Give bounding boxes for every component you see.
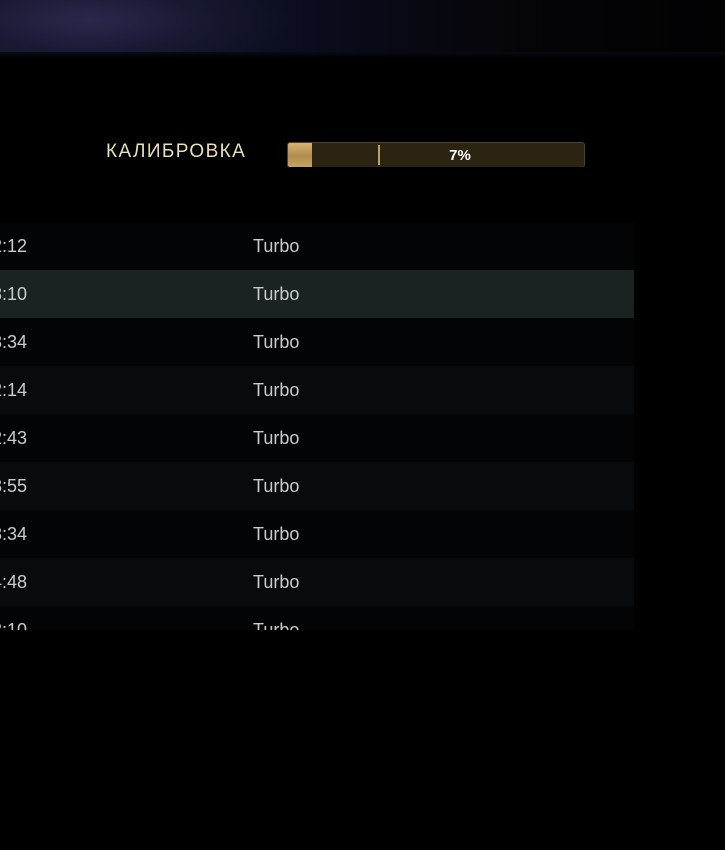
table-row[interactable]: 2:14 Turbo (0, 366, 634, 414)
table-row[interactable]: 3:34 Turbo (0, 510, 634, 558)
progress-value-text: 7% (449, 146, 471, 164)
table-row[interactable]: 3:10 Turbo (0, 270, 634, 318)
progress-fill (288, 143, 312, 167)
match-history-list[interactable]: 2:12Turbo3:10Turbo3:34Turbo2:14Turbo2:43… (0, 222, 634, 630)
cell-game-type: Turbo (253, 524, 300, 544)
cell-game-type: Turbo (253, 476, 300, 496)
cell-match-time: 2:14 (0, 380, 28, 400)
table-row[interactable]: 4:48 Turbo (0, 558, 634, 606)
calibration-panel: КАЛИБРОВКА Рейтинг Уверенность в ранге 7… (0, 57, 725, 198)
match-history-header: РЕМЯ ТИП ИГРЫ (0, 167, 725, 369)
calibration-title: КАЛИБРОВКА (106, 141, 247, 162)
cell-match-time: 3:34 (0, 524, 28, 544)
calibration-progress-bar: 7% (287, 142, 585, 168)
cell-game-type: Turbo (253, 380, 300, 400)
table-row[interactable]: 3:55 Turbo (0, 462, 634, 510)
table-row[interactable]: 2:12 Turbo (0, 222, 634, 270)
top-strip-glow (0, 0, 420, 57)
cell-match-time: 3:34 (0, 332, 28, 352)
cell-game-type: Turbo (253, 620, 300, 630)
window-top-strip (0, 0, 725, 58)
cell-match-time: 3:10 (0, 620, 28, 630)
top-strip-edge (0, 52, 725, 58)
cell-match-time: 3:10 (0, 284, 28, 304)
cell-game-type: Turbo (253, 428, 300, 448)
right-empty-pane (646, 222, 725, 630)
table-row[interactable]: 2:43 Turbo (0, 414, 634, 462)
cell-game-type: Turbo (253, 284, 300, 304)
progress-tick-marker (378, 145, 381, 165)
cell-match-time: 4:48 (0, 572, 28, 592)
cell-game-type: Turbo (253, 332, 300, 352)
cell-game-type: Turbo (253, 236, 300, 256)
cell-match-time: 2:43 (0, 428, 28, 448)
cell-game-type: Turbo (253, 572, 300, 592)
table-row[interactable]: 3:34 Turbo (0, 318, 634, 366)
table-row[interactable]: 3:10 Turbo (0, 606, 634, 630)
cell-match-time: 3:55 (0, 476, 28, 496)
cell-match-time: 2:12 (0, 236, 28, 256)
scrollbar-track[interactable] (634, 222, 646, 630)
